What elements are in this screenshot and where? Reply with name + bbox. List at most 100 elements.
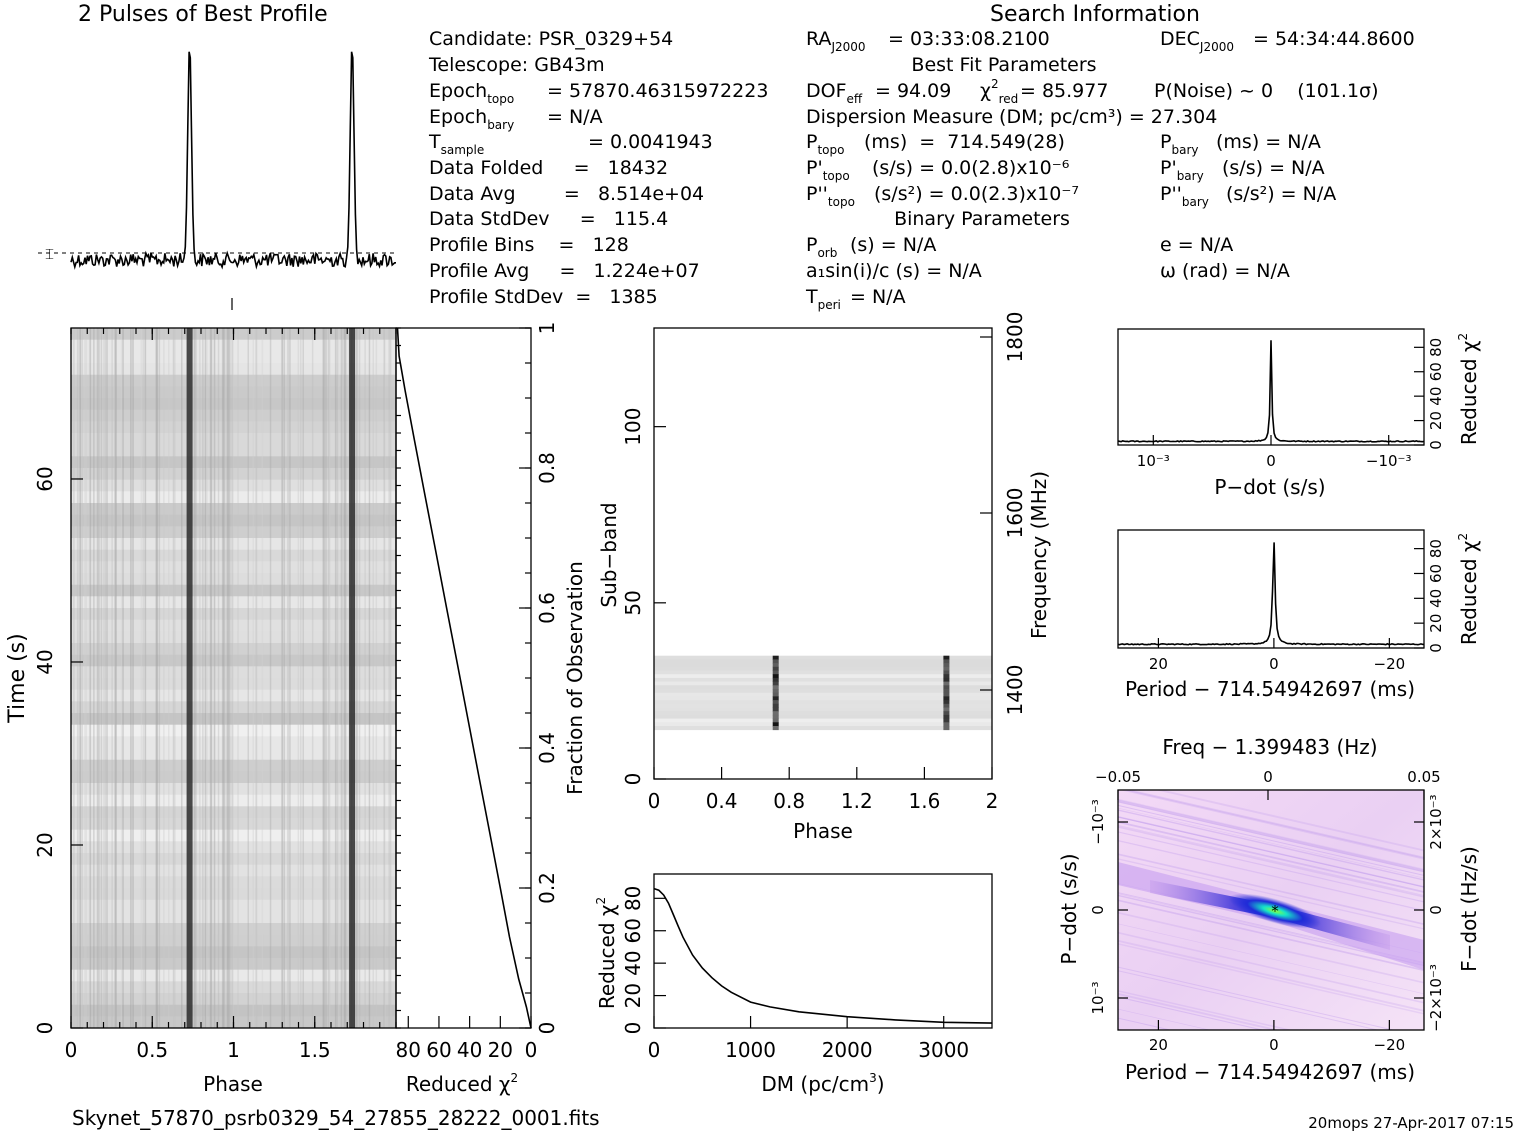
porb-value: (s) = N/A — [850, 234, 936, 256]
noise-column — [261, 328, 264, 1028]
telescope-line: Telescope: GB43m — [428, 54, 605, 76]
subband-pulse-cell — [772, 659, 779, 664]
noise-column — [81, 328, 83, 1028]
x-tick-label: 1000 — [725, 1038, 776, 1062]
y-tick-label: 0.4 — [535, 732, 559, 764]
time-row — [71, 409, 396, 422]
map-streak — [1118, 931, 1424, 1004]
binary-title: Binary Parameters — [894, 208, 1070, 230]
dec-label: DECJ2000 — [1160, 28, 1234, 54]
x2-tick-label: 0.05 — [1407, 768, 1440, 786]
subband-row — [654, 700, 992, 705]
noise-column — [77, 328, 80, 1028]
time-row — [71, 503, 396, 516]
pp-xlabel: Period − 714.54942697 (ms) — [1125, 1060, 1415, 1084]
time-row — [71, 783, 396, 796]
subband-row — [654, 707, 992, 712]
pdot-axes: 10⁻³ 0 −10⁻³ 0 20 40 60 80 — [1137, 338, 1445, 470]
subband-row — [654, 692, 992, 697]
noise-column — [231, 328, 233, 1028]
map-streak — [1118, 801, 1424, 873]
noise-column — [114, 328, 116, 1028]
noise-column — [252, 328, 254, 1028]
noise-column — [289, 328, 291, 1028]
noise-column — [93, 328, 95, 1028]
best-fit-marker: * — [1271, 902, 1279, 920]
subband-row — [654, 666, 992, 671]
subband-row — [654, 718, 992, 723]
y2-tick-label: 1800 — [1003, 312, 1027, 363]
time-row — [71, 479, 396, 492]
y-tick-label: 100 — [621, 408, 645, 446]
x-tick-label: 1.5 — [299, 1038, 331, 1062]
noise-column — [269, 328, 272, 1028]
noise-column — [287, 328, 290, 1028]
noise-column — [131, 328, 133, 1028]
subband-pulse-cell — [943, 711, 950, 716]
x-tick-label: 20 — [1149, 655, 1168, 673]
noise-column — [210, 328, 213, 1028]
pddtopo-label: P''topo — [806, 183, 855, 209]
time-row — [71, 374, 396, 387]
subband-pulse-cell — [772, 714, 779, 719]
subband-pulse-cell — [772, 722, 779, 727]
map-streak — [1118, 825, 1424, 898]
y-tick-label: 50 — [621, 590, 645, 615]
map-streak — [1118, 1008, 1211, 1030]
data-stddev-line: Data StdDev = 115.4 — [429, 208, 668, 230]
profile-avg-line: Profile Avg = 1.224e+07 — [429, 260, 700, 282]
noise-column — [84, 328, 86, 1028]
time-row — [71, 619, 396, 632]
ra-label: RAJ2000 — [806, 28, 866, 54]
x-tick-label: 0 — [1269, 655, 1279, 673]
x-tick-label: 0.4 — [706, 789, 738, 813]
y-tick-label: 0.8 — [535, 452, 559, 484]
time-row — [71, 339, 396, 352]
time-row — [71, 969, 396, 982]
subband-pulse-cell — [943, 659, 950, 664]
noise-column — [140, 328, 143, 1028]
time-row — [71, 689, 396, 702]
pdot-xlabel: P−dot (s/s) — [1214, 475, 1325, 499]
search-parameters: RAJ2000 = 03:33:08.2100 DECJ2000 = 54:34… — [805, 28, 1415, 312]
x-tick-label: 0 — [65, 1038, 78, 1062]
x-tick-label: 0 — [648, 789, 661, 813]
subband-pulse-cell — [943, 674, 950, 679]
noise-column — [206, 328, 208, 1028]
profile-plot: ⌶ — [38, 51, 396, 310]
pddtopo-value: (s/s²) = 0.0(2.3)x10⁻⁷ — [874, 183, 1079, 205]
error-bar-marker: ⌶ — [45, 245, 54, 263]
tperi-label: Tperi — [805, 286, 841, 312]
map-streak — [1118, 853, 1424, 926]
time-row — [71, 864, 396, 877]
porb-label: Porb — [806, 234, 837, 260]
noise-column — [130, 328, 132, 1028]
noise-column — [336, 328, 339, 1028]
time-row — [71, 829, 396, 842]
noise-column — [342, 328, 344, 1028]
epoch-bary-label: Epochbary — [429, 106, 514, 132]
time-row — [71, 654, 396, 667]
noise-column — [168, 328, 170, 1028]
noise-column — [281, 328, 283, 1028]
dof-value: = 94.09 — [875, 80, 951, 102]
noise-column — [115, 328, 117, 1028]
x-tick-label: −20 — [1374, 655, 1406, 673]
dm-xlabel: DM (pc/cm3) — [761, 1071, 884, 1096]
y-tick-label: 80 — [1427, 338, 1445, 357]
noise-column — [72, 328, 75, 1028]
subband-pulse-cell — [943, 714, 950, 719]
noise-column — [194, 328, 196, 1028]
time-row — [71, 923, 396, 936]
pddbary-value: (s/s²) = N/A — [1226, 183, 1336, 205]
noise-column — [287, 328, 289, 1028]
time-row — [71, 724, 396, 737]
x-tick-label: 0 — [648, 1038, 661, 1062]
noise-column — [172, 328, 175, 1028]
x-tick-label: 20 — [488, 1038, 513, 1062]
subband-pulse-cell — [772, 674, 779, 679]
noise-column — [229, 328, 231, 1028]
noise-column — [356, 328, 358, 1028]
noise-column — [97, 328, 100, 1028]
